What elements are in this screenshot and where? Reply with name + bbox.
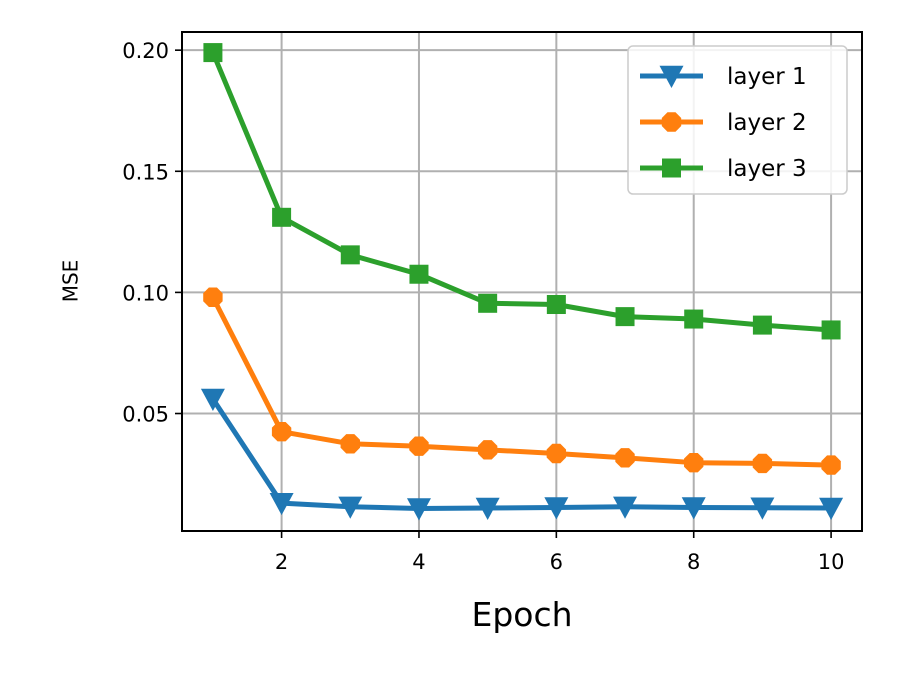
series-2 [203,287,841,475]
data-point [821,320,841,340]
series-1 [200,388,844,521]
legend-box [627,45,848,195]
x-tick-label: 6 [550,550,563,574]
data-point [203,43,223,63]
series-3 [203,43,841,340]
legend-marker [659,65,684,88]
legend-label: layer 3 [727,156,807,182]
data-point [544,497,569,520]
data-point [546,443,567,464]
legend-item: layer 1 [640,64,807,90]
data-point [409,436,429,456]
data-point [475,497,500,520]
data-point [684,452,704,473]
legend-item: layer 3 [640,156,807,182]
data-point [200,388,225,411]
legend-label: layer 1 [727,64,807,90]
data-point [819,497,844,520]
axis-ticks: 2 4 6 8 10 0.05 0.10 0.15 0.20 [122,39,844,574]
data-point [340,245,360,265]
legend-marker [662,158,681,178]
x-tick-label: 4 [412,550,425,574]
data-point [340,434,360,454]
y-axis-label: MSE [59,260,83,303]
data-point [406,498,431,521]
data-point [752,315,772,335]
legend-item: layer 2 [640,110,807,136]
data-point [203,287,223,307]
legend-label: layer 2 [727,110,807,136]
x-tick-label: 2 [275,550,288,574]
x-tick-label: 8 [687,550,700,574]
data-point [684,309,704,329]
data-point [546,295,566,315]
legend-marker [661,112,682,132]
data-point [613,496,638,519]
data-point [615,448,635,468]
y-tick-label: 0.10 [122,281,169,305]
data-point [269,492,294,516]
data-point [750,497,775,520]
data-point [478,293,498,313]
data-point [752,453,773,474]
y-tick-label: 0.15 [122,160,169,184]
data-point [821,455,841,475]
data-point [271,421,292,442]
series-line [210,294,834,468]
series-line [210,50,834,333]
series [200,43,844,521]
x-tick-label: 10 [818,550,845,574]
plot-area-frame [181,31,863,532]
data-point [477,440,498,460]
data-point [409,264,429,284]
series-line [210,396,834,511]
data-point [615,307,635,327]
y-tick-label: 0.05 [122,403,169,427]
legend: layer 1 layer 2 layer 3 [627,45,848,195]
y-tick-label: 0.20 [122,39,169,63]
x-axis-label: Epoch [471,595,572,634]
data-point [338,496,363,519]
data-point [272,207,292,227]
data-point [681,497,706,520]
